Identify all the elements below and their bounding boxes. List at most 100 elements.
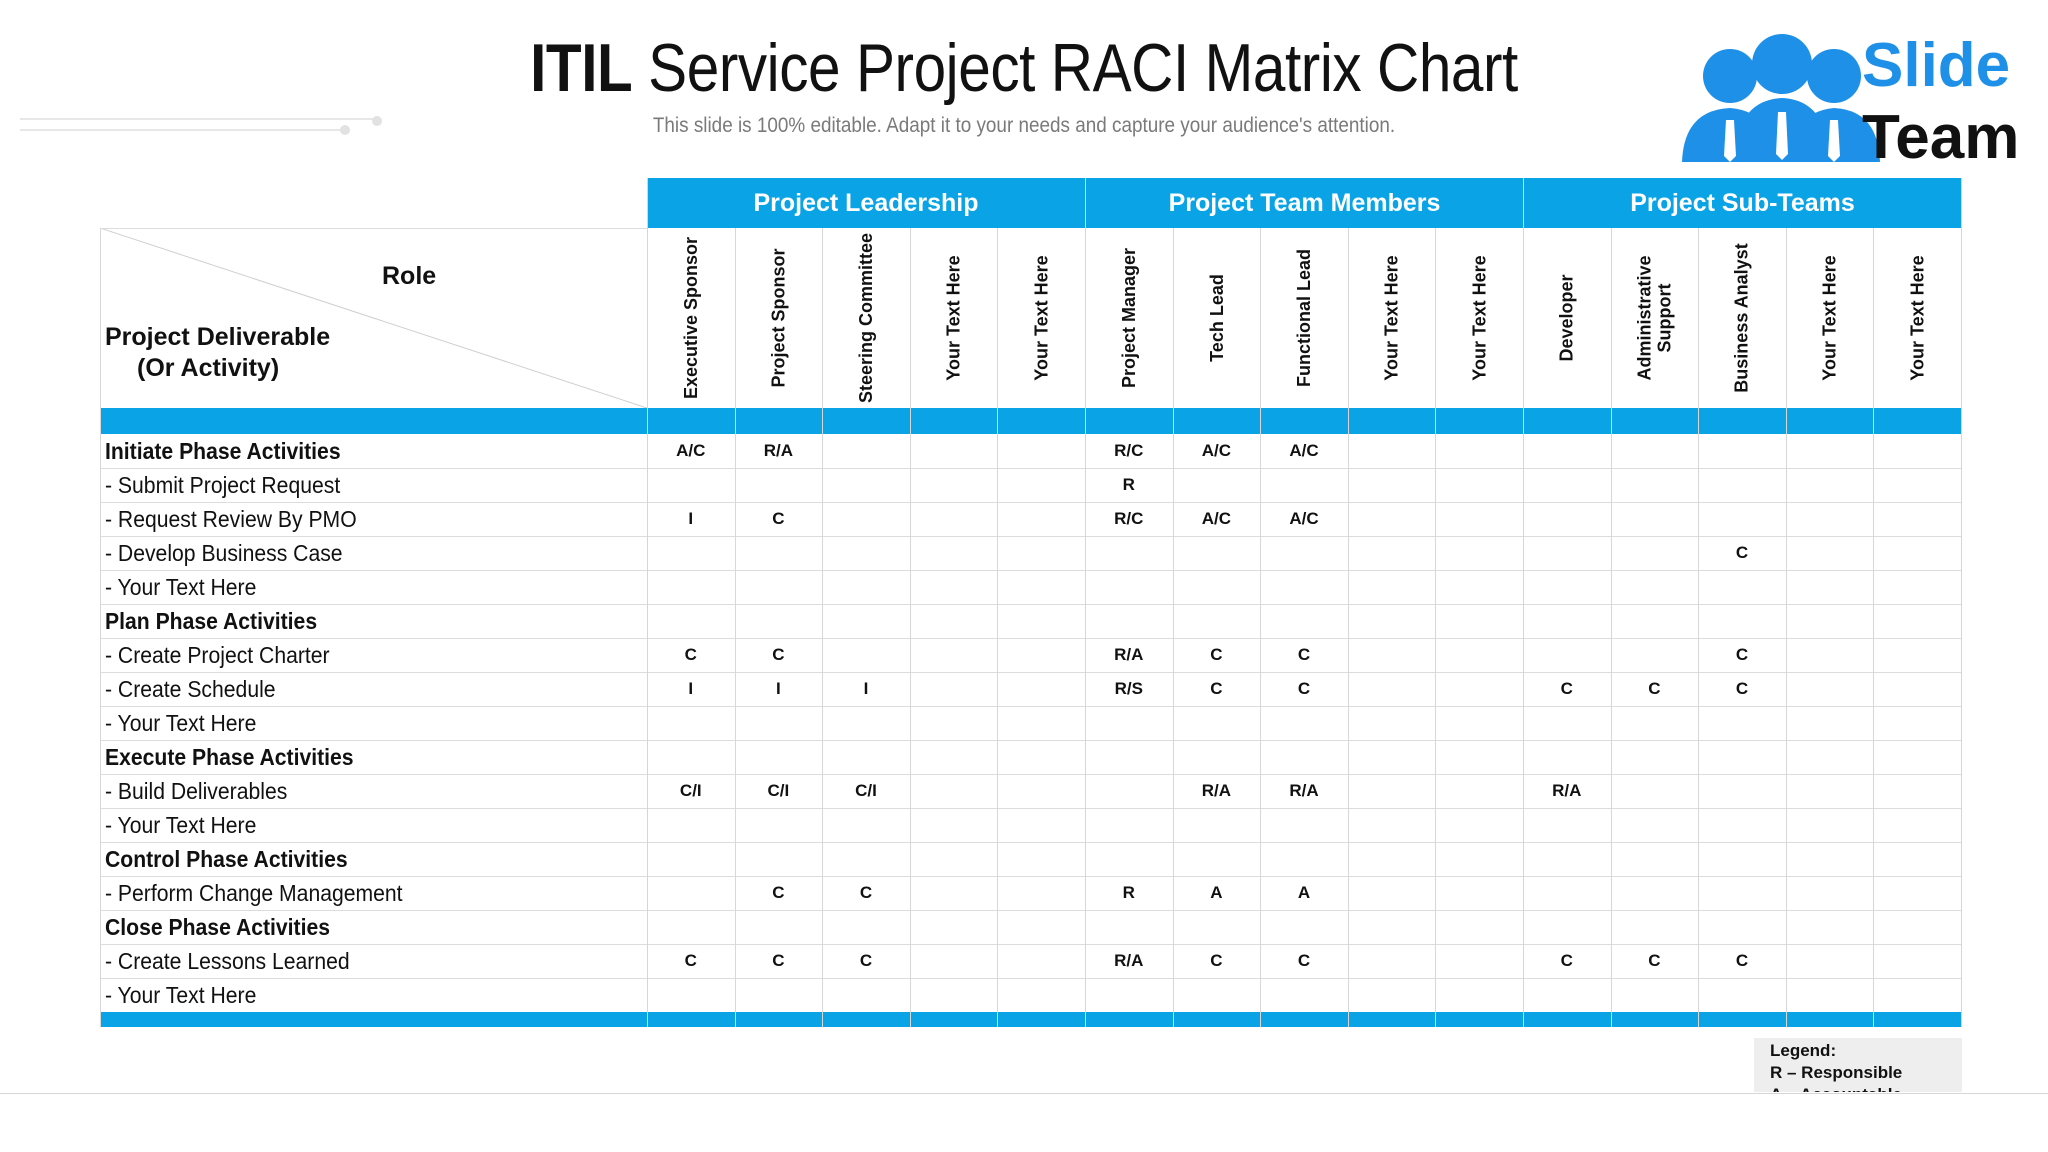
decorative-dot xyxy=(340,125,350,135)
role-header-line: Your Text Here xyxy=(943,255,964,381)
raci-cell: C xyxy=(1297,679,1311,698)
table-band-top xyxy=(100,408,1961,434)
activity-label: - Your Text Here xyxy=(105,574,257,600)
role-header-line: Your Text Here xyxy=(1469,255,1490,381)
raci-cell: A/C xyxy=(1289,441,1319,460)
column-divider xyxy=(822,228,824,1027)
raci-cell: R/A xyxy=(1289,781,1319,800)
raci-cell: C xyxy=(1210,645,1223,664)
role-header-line: Business Analyst xyxy=(1731,243,1752,393)
role-header-line: Functional Lead xyxy=(1293,248,1314,388)
role-header-label: Executive Sponsor xyxy=(681,237,701,399)
role-header-label: Business Analyst xyxy=(1732,243,1752,392)
role-header-label: Project Sponsor xyxy=(768,248,788,387)
role-header: Your Text Here xyxy=(1786,228,1874,408)
activity-label: - Develop Business Case xyxy=(105,540,343,566)
title-rest: Service Project RACI Matrix Chart xyxy=(632,30,1518,106)
activity-label: - Submit Project Request xyxy=(105,472,341,498)
title-bold: ITIL xyxy=(530,30,633,106)
activity-label: - Create Project Charter xyxy=(105,642,330,668)
raci-cell: C xyxy=(1648,951,1661,970)
role-header-line: Project Manager xyxy=(1118,247,1139,389)
column-divider xyxy=(1698,228,1700,1027)
row-divider xyxy=(100,706,1961,707)
raci-cell: C xyxy=(684,951,697,970)
role-header-line: Project Sponsor xyxy=(768,248,789,388)
row-divider xyxy=(100,672,1961,673)
raci-cell: C xyxy=(772,645,785,664)
role-header-line: Developer xyxy=(1556,274,1577,362)
group-header: Project Leadership xyxy=(647,178,1085,228)
role-header: Your Text Here xyxy=(910,228,998,408)
raci-cell: A xyxy=(1210,883,1223,902)
column-divider xyxy=(1873,228,1875,1027)
row-divider xyxy=(100,468,1961,469)
role-header-label: Your Text Here xyxy=(1031,255,1051,380)
raci-cell: C xyxy=(684,645,697,664)
column-divider xyxy=(647,178,648,1027)
raci-cell: A/C xyxy=(1201,509,1232,528)
row-divider xyxy=(100,910,1961,911)
raci-cell: R/A xyxy=(1114,951,1144,970)
role-header-label: Your Text Here xyxy=(1469,255,1489,380)
role-header-line: Your Text Here xyxy=(1819,255,1840,381)
section-label: Close Phase Activities xyxy=(105,914,331,940)
section-label: Initiate Phase Activities xyxy=(105,438,341,464)
raci-cell: C xyxy=(1735,645,1749,664)
role-header-label: Project Manager xyxy=(1119,248,1139,388)
row-divider xyxy=(100,842,1961,843)
row-divider xyxy=(100,808,1961,809)
column-divider xyxy=(909,228,911,1027)
role-header-line: Administrative xyxy=(1634,255,1655,381)
header-top-rule xyxy=(100,228,647,229)
role-header-label: Your Text Here xyxy=(1820,255,1840,380)
raci-cell: C xyxy=(1735,543,1749,562)
raci-cell: C xyxy=(1560,951,1573,970)
corner-deliverable-label: Project Deliverable (Or Activity) xyxy=(105,322,330,384)
row-divider xyxy=(100,604,1961,605)
raci-cell: C xyxy=(1297,951,1311,970)
raci-cell: R xyxy=(1122,475,1135,494)
corner-diagonal xyxy=(100,228,647,408)
row-divider xyxy=(100,876,1961,877)
raci-cell: I xyxy=(688,679,694,698)
role-header: Project Sponsor xyxy=(735,228,823,408)
role-header-line: Executive Sponsor xyxy=(680,236,701,400)
role-header-label: Your Text Here xyxy=(1382,255,1402,380)
legend-item: A – Accountable xyxy=(1770,1084,1946,1092)
raci-cell: A/C xyxy=(1289,509,1319,528)
role-header: Your Text Here xyxy=(1873,228,1961,408)
column-divider xyxy=(1435,228,1437,1027)
role-header-line: Your Text Here xyxy=(1031,255,1052,381)
raci-cell: C xyxy=(1297,645,1311,664)
legend-title: Legend: xyxy=(1770,1041,1837,1060)
raci-cell: C xyxy=(772,509,785,528)
group-header: Project Team Members xyxy=(1086,178,1523,228)
raci-cell: C xyxy=(1648,679,1661,698)
role-header: Your Text Here xyxy=(1435,228,1523,408)
raci-cell: A/C xyxy=(676,441,706,460)
row-divider xyxy=(100,740,1961,741)
page-title: ITIL Service Project RACI Matrix Chart xyxy=(143,28,1904,108)
column-divider xyxy=(1172,228,1174,1027)
raci-cell: C xyxy=(859,883,873,902)
people-group-icon xyxy=(1682,34,1880,162)
column-divider xyxy=(1260,228,1262,1027)
section-label: Execute Phase Activities xyxy=(105,744,354,770)
column-divider xyxy=(997,228,999,1027)
logo-word-team: Team xyxy=(1862,103,2020,172)
raci-cell: C xyxy=(772,883,785,902)
raci-cell: C xyxy=(1210,679,1223,698)
raci-cell: R/A xyxy=(1201,781,1232,800)
raci-cell: C/I xyxy=(855,781,877,800)
legend-item: R – Responsible xyxy=(1770,1063,1903,1082)
role-header: Executive Sponsor xyxy=(647,228,735,408)
role-header: Steering Committee xyxy=(822,228,910,408)
role-header-label: Tech Lead xyxy=(1206,274,1226,362)
role-header-label: Functional Lead xyxy=(1294,249,1314,387)
raci-cell: R/A xyxy=(1552,781,1582,800)
row-divider xyxy=(100,502,1961,503)
raci-cell: C xyxy=(859,951,873,970)
raci-cell: I xyxy=(863,679,869,698)
